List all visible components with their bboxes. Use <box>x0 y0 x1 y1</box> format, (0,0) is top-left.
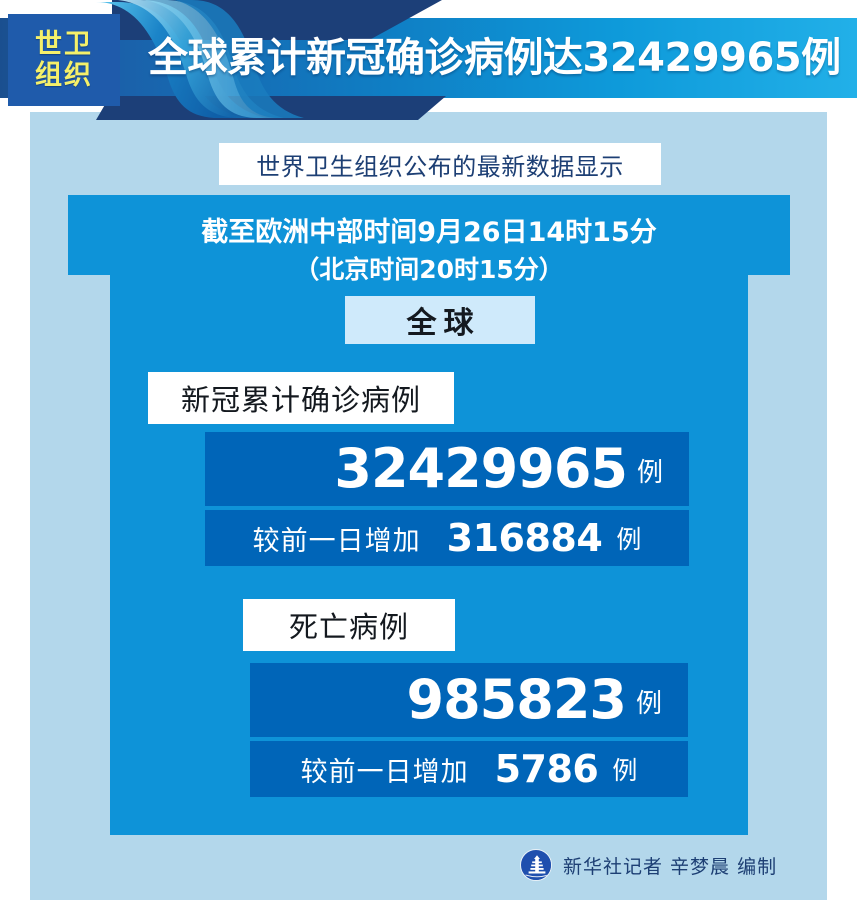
deaths-total-value: 985823 <box>406 668 627 731</box>
confirmed-delta-unit: 例 <box>616 525 642 554</box>
deaths-delta-label: 较前一日增加 <box>300 756 469 788</box>
section-label-confirmed: 新冠累计确诊病例 <box>148 372 454 424</box>
confirmed-total-row: 32429965 例 <box>205 432 689 506</box>
date-line-cet: 截至欧洲中部时间9月26日14时15分 <box>201 217 657 248</box>
section-label-deaths: 死亡病例 <box>243 599 455 651</box>
subtitle-chip: 世界卫生组织公布的最新数据显示 <box>219 143 661 185</box>
xinhua-logo-icon <box>520 849 552 881</box>
ribbon-decoration-icon <box>96 0 304 118</box>
blue-panel-notch-left <box>68 275 110 835</box>
section-label-deaths-text: 死亡病例 <box>288 610 409 644</box>
deaths-total-box: 985823 例 <box>250 663 688 737</box>
deaths-delta-row: 较前一日增加 5786 例 <box>250 741 688 797</box>
page-title: 全球累计新冠确诊病例达32429965例 <box>148 35 841 81</box>
confirmed-delta-row: 较前一日增加 316884 例 <box>205 510 689 566</box>
scope-chip-global: 全球 <box>345 296 535 344</box>
confirmed-total-unit: 例 <box>636 457 663 488</box>
header-banner: 世卫 组织 全球累计新冠确诊病例达32429965例 <box>0 0 857 120</box>
deaths-delta-unit: 例 <box>612 756 638 785</box>
deaths-total-row: 985823 例 <box>250 663 688 737</box>
confirmed-delta-value: 316884 <box>446 516 603 560</box>
confirmed-delta-box: 较前一日增加 316884 例 <box>205 510 689 566</box>
deaths-delta-box: 较前一日增加 5786 例 <box>250 741 688 797</box>
deaths-total-unit: 例 <box>635 688 662 719</box>
footer-credit-text: 新华社记者 辛梦晨 编制 <box>563 855 778 878</box>
footer-credit: 新华社记者 辛梦晨 编制 <box>520 845 777 885</box>
confirmed-total-value: 32429965 <box>334 437 628 500</box>
who-badge-line1: 世卫 <box>35 29 93 60</box>
scope-label: 全球 <box>406 306 481 341</box>
who-badge-line2: 组织 <box>35 60 93 91</box>
xinhua-logo-glyph <box>521 850 551 880</box>
date-line-beijing: （北京时间20时15分） <box>294 255 564 284</box>
confirmed-total-box: 32429965 例 <box>205 432 689 506</box>
who-badge: 世卫 组织 <box>8 14 120 106</box>
deaths-delta-value: 5786 <box>494 747 599 791</box>
blue-panel-notch-right <box>748 275 790 835</box>
subtitle-text: 世界卫生组织公布的最新数据显示 <box>256 152 624 181</box>
confirmed-delta-label: 较前一日增加 <box>252 525 421 557</box>
section-label-confirmed-text: 新冠累计确诊病例 <box>180 383 421 417</box>
